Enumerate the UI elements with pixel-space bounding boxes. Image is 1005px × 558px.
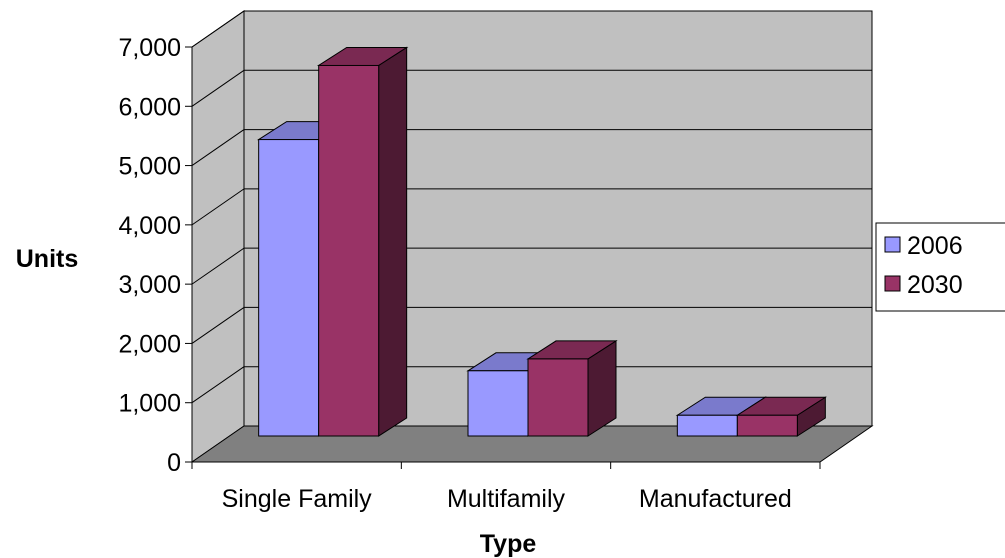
- y-tick-label: 5,000: [118, 153, 181, 181]
- axes: [185, 46, 821, 469]
- side-wall: [191, 10, 245, 463]
- bar: [316, 46, 409, 437]
- y-tick-label: 2,000: [118, 330, 181, 358]
- gridline-side: [191, 307, 245, 344]
- bars: [256, 46, 828, 437]
- y-tick-labels: 0 1,000 2,000 3,000 4,000 5,000 6,000 7,000: [118, 34, 181, 477]
- gridline-side: [191, 247, 245, 285]
- x-axis-title: Type: [480, 530, 537, 558]
- bar-front: [527, 358, 589, 437]
- x-tick-labels: Single Family Multifamily Manufactured: [222, 485, 792, 513]
- y-tick-label: 3,000: [118, 271, 181, 299]
- gridline-side: [191, 129, 245, 166]
- legend-swatch: [884, 236, 901, 253]
- x-tick-label: Single Family: [222, 485, 373, 513]
- bar-front: [736, 414, 798, 437]
- y-tick-label: 7,000: [118, 34, 181, 62]
- bar-side: [378, 46, 408, 437]
- gridline-side: [191, 69, 245, 107]
- gridline-side: [191, 10, 245, 48]
- x-tick-label: Manufactured: [639, 485, 792, 513]
- legend: 2006 2030: [875, 222, 1005, 312]
- y-tick-label: 4,000: [118, 212, 181, 240]
- bar: [735, 396, 828, 437]
- bar: [526, 340, 618, 437]
- x-tick-label: Multifamily: [447, 485, 566, 513]
- bar-front: [258, 139, 320, 437]
- legend-swatch: [884, 275, 901, 292]
- gridline-side: [191, 366, 245, 404]
- y-axis-title: Units: [16, 245, 79, 273]
- bar-front: [676, 414, 738, 437]
- legend-label: 2030: [907, 271, 963, 299]
- y-tick-label: 0: [167, 449, 181, 477]
- bar-front: [318, 64, 380, 437]
- gridline-side: [191, 188, 245, 226]
- legend-label: 2006: [907, 232, 963, 260]
- bar-front: [467, 370, 529, 437]
- y-tick-label: 6,000: [118, 93, 181, 121]
- y-tick-label: 1,000: [118, 390, 181, 418]
